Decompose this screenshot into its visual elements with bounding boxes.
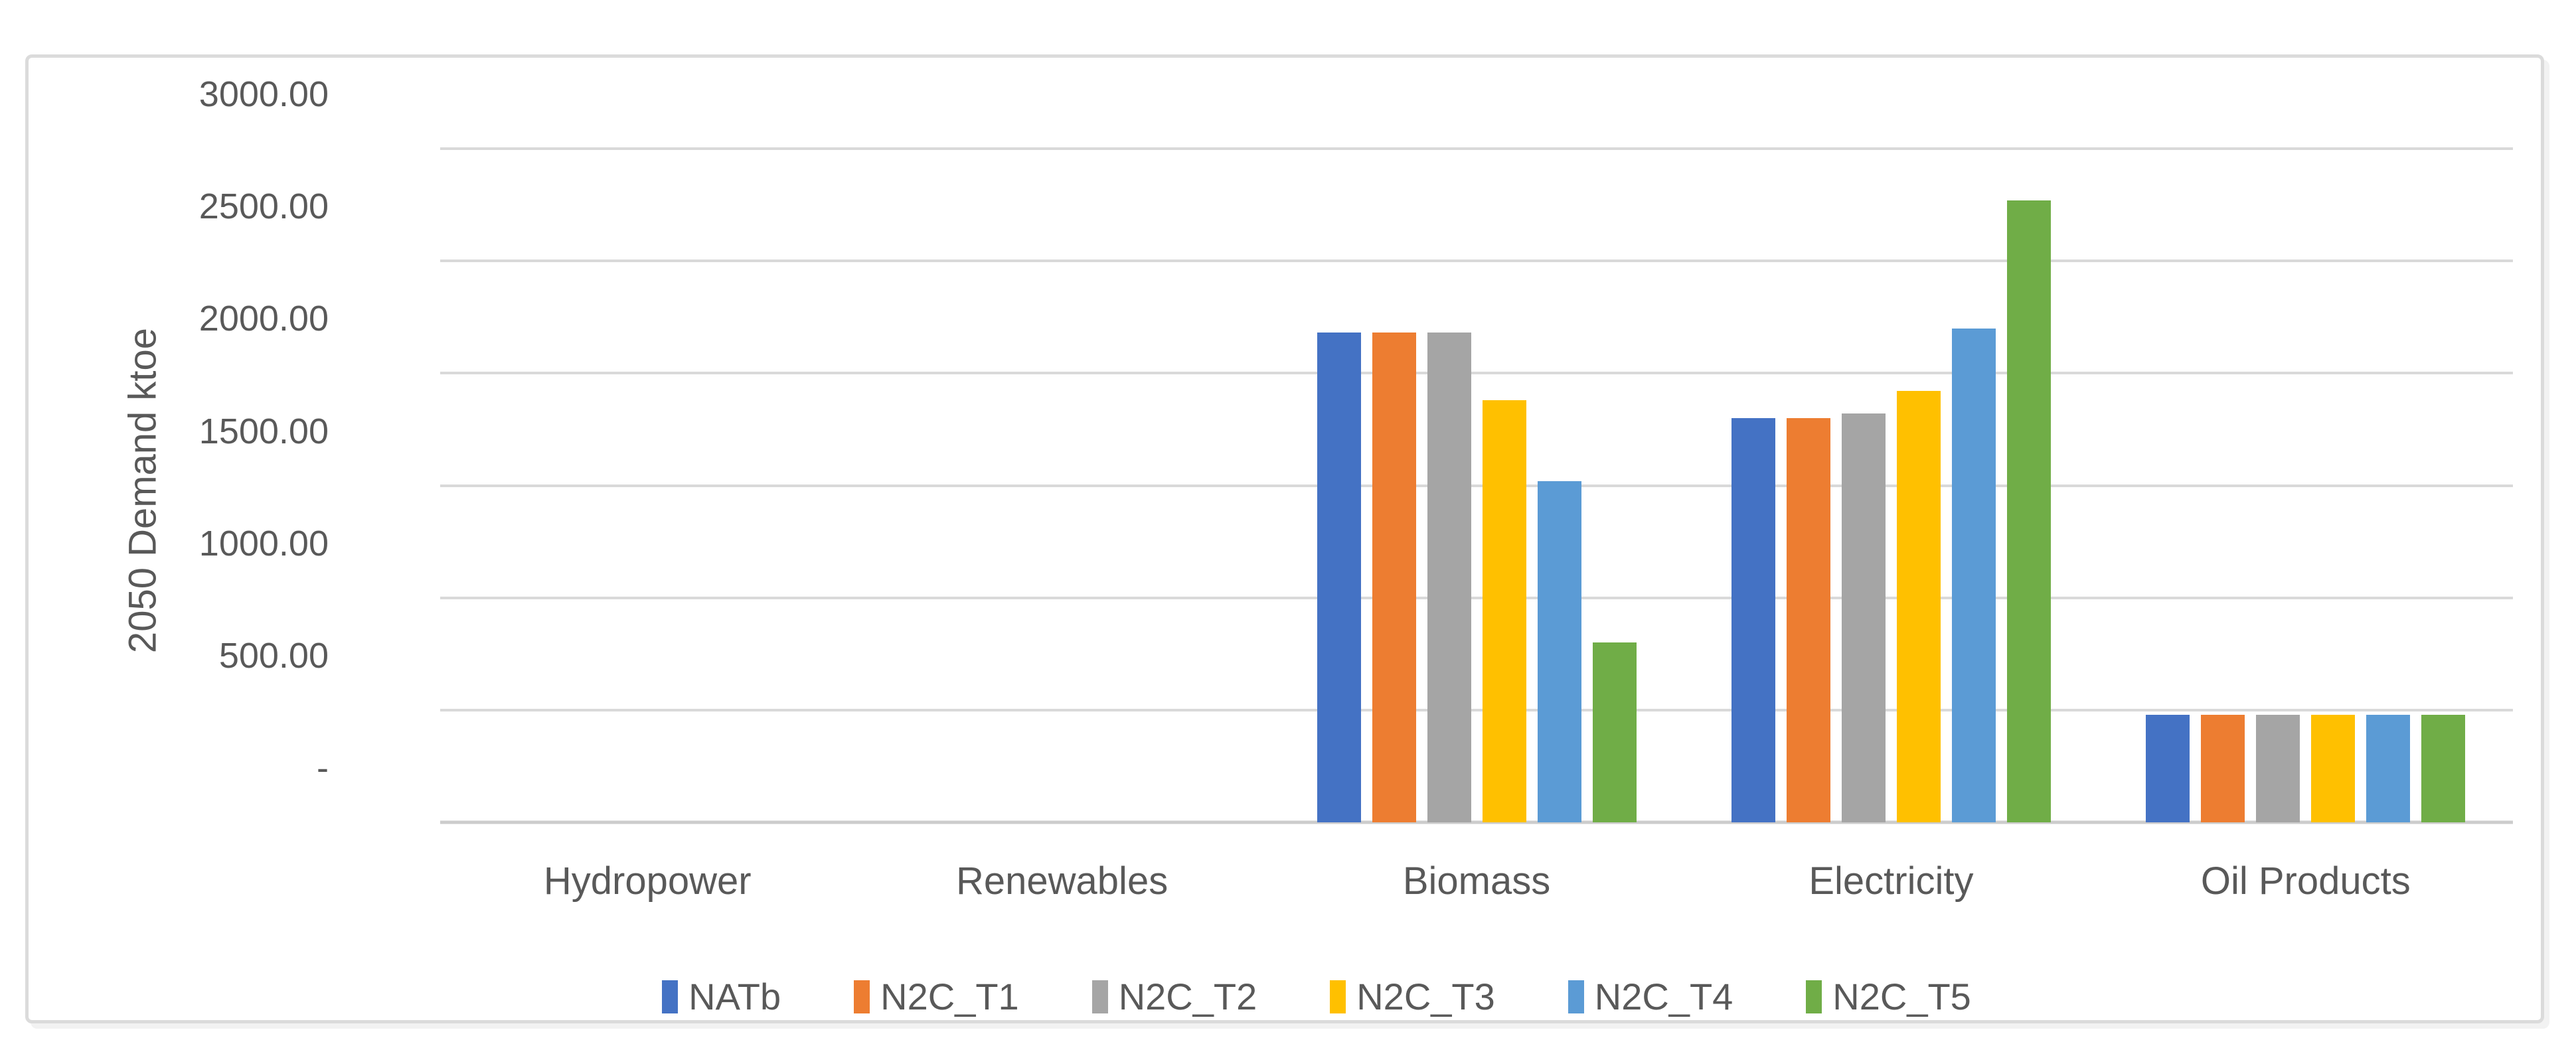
- bar-NATb-electricity[interactable]: [1731, 418, 1775, 822]
- x-axis-category-labels: Hydropower Renewables Biomass Electricity Oi…: [440, 852, 2513, 911]
- legend-item-N2C_T3[interactable]: N2C_T3: [1330, 975, 1495, 1018]
- bar-N2C_T5-electricity[interactable]: [2006, 200, 2051, 822]
- legend-item-N2C_T1[interactable]: N2C_T1: [854, 975, 1019, 1018]
- gridline-2000: [440, 372, 2513, 375]
- bar-N2C_T4-electricity[interactable]: [1951, 328, 1996, 822]
- legend-label: NATb: [688, 976, 781, 1017]
- legend-label: N2C_T3: [1356, 976, 1495, 1017]
- bar-N2C_T2-oil-products[interactable]: [2256, 714, 2300, 822]
- legend-label: N2C_T2: [1118, 976, 1257, 1017]
- legend-swatch-icon: [1568, 980, 1584, 1013]
- bar-group-biomass: [1269, 149, 1684, 822]
- legend-swatch-icon: [1330, 980, 1346, 1013]
- category-label-renewables: Renewables: [956, 859, 1168, 903]
- legend-swatch-icon: [662, 980, 679, 1013]
- category-label-oil-products: Oil Products: [2200, 859, 2411, 903]
- bar-N2C_T1-biomass[interactable]: [1372, 333, 1416, 822]
- bar-groups: [440, 149, 2513, 822]
- bar-NATb-oil-products[interactable]: [2146, 714, 2190, 822]
- bar-N2C_T3-biomass[interactable]: [1482, 400, 1526, 822]
- legend-item-NATb[interactable]: NATb: [662, 975, 781, 1018]
- bar-group-electricity: [1684, 149, 2098, 822]
- legend-item-N2C_T4[interactable]: N2C_T4: [1568, 975, 1733, 1018]
- legend-item-N2C_T2[interactable]: N2C_T2: [1091, 975, 1257, 1018]
- x-axis-line: [440, 820, 2513, 824]
- bar-group-oil-products: [2099, 149, 2513, 822]
- category-label-electricity: Electricity: [1809, 859, 1974, 903]
- legend-label: N2C_T4: [1594, 976, 1733, 1017]
- y-tick-label-2000: 2000.00: [199, 299, 329, 339]
- category-label-hydropower: Hydropower: [543, 859, 752, 903]
- bar-N2C_T3-electricity[interactable]: [1896, 391, 1941, 822]
- bar-N2C_T4-biomass[interactable]: [1537, 481, 1581, 822]
- bar-N2C_T1-electricity[interactable]: [1786, 418, 1830, 822]
- plot-area: [440, 147, 2513, 824]
- y-tick-label-2500: 2500.00: [199, 186, 329, 227]
- gridline-2500: [440, 260, 2513, 263]
- bar-N2C_T3-oil-products[interactable]: [2311, 714, 2356, 822]
- bar-group-renewables: [854, 149, 1269, 822]
- gridline-3000: [440, 147, 2513, 150]
- legend-label: N2C_T5: [1832, 976, 1971, 1017]
- y-tick-label-3000: 3000.00: [199, 74, 329, 114]
- y-tick-label-0: -: [317, 748, 329, 788]
- legend-swatch-icon: [854, 980, 870, 1013]
- legend-swatch-icon: [1806, 980, 1822, 1013]
- gridline-500: [440, 708, 2513, 711]
- gridline-1500: [440, 484, 2513, 487]
- bar-N2C_T5-biomass[interactable]: [1592, 642, 1637, 822]
- y-tick-label-1500: 1500.00: [199, 411, 329, 451]
- legend-swatch-icon: [1091, 980, 1108, 1013]
- chart-frame[interactable]: 2050 Demand ktoe 3000.00 2500.00 2000.00 15…: [25, 54, 2544, 1023]
- gridline-1000: [440, 596, 2513, 599]
- legend: NATb N2C_T1 N2C_T2 N2C_T3 N2C_T4 N2C_T5: [29, 975, 2576, 1018]
- y-tick-label-500: 500.00: [218, 635, 329, 676]
- category-label-biomass: Biomass: [1402, 859, 1551, 903]
- bar-NATb-biomass[interactable]: [1317, 333, 1361, 822]
- bar-N2C_T1-oil-products[interactable]: [2201, 714, 2245, 822]
- bar-group-hydropower: [440, 149, 854, 822]
- bar-N2C_T2-electricity[interactable]: [1841, 413, 1886, 822]
- legend-label: N2C_T1: [880, 976, 1019, 1017]
- y-tick-label-1000: 1000.00: [199, 523, 329, 563]
- bar-N2C_T4-oil-products[interactable]: [2366, 714, 2411, 822]
- y-axis-title: 2050 Demand ktoe: [121, 327, 165, 654]
- bar-N2C_T5-oil-products[interactable]: [2421, 714, 2466, 822]
- bar-N2C_T2-biomass[interactable]: [1427, 333, 1471, 822]
- legend-item-N2C_T5[interactable]: N2C_T5: [1806, 975, 1971, 1018]
